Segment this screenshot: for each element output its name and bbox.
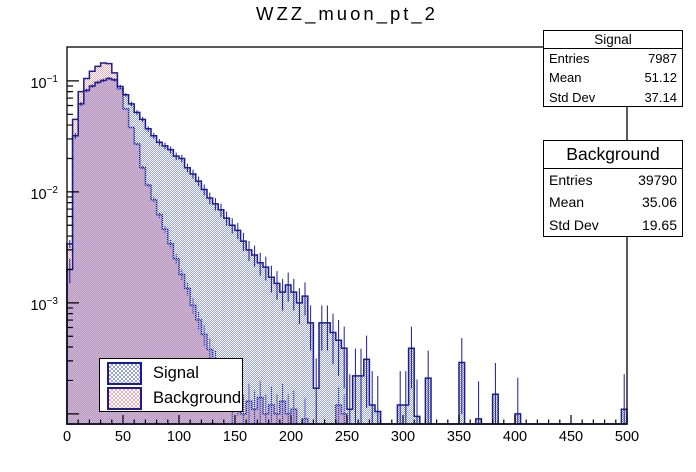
legend-item-signal: Signal xyxy=(100,361,242,386)
stat-value: 7987 xyxy=(648,51,677,66)
x-axis-tick-label: 100 xyxy=(166,429,192,445)
stat-value: 19.65 xyxy=(641,216,677,233)
chart-title: WZZ_muon_pt_2 xyxy=(256,3,438,24)
legend-label: Background xyxy=(153,389,242,407)
stat-value: 51.12 xyxy=(644,70,677,86)
y-axis-tick-label: 10−2 xyxy=(30,184,58,203)
stats-box-signal[interactable]: Signal Entries 7987 Mean 51.12 Std Dev 3… xyxy=(543,30,683,107)
stat-label: Mean xyxy=(549,70,582,86)
x-axis-tick-label: 150 xyxy=(222,429,248,445)
x-axis-tick-label: 400 xyxy=(502,429,528,445)
x-axis-tick-label: 350 xyxy=(446,429,472,445)
x-axis-tick-label: 300 xyxy=(390,429,416,445)
stats-row: Std Dev 37.14 xyxy=(544,88,682,107)
background-swatch xyxy=(107,387,142,410)
stats-box-background[interactable]: Background Entries 39790 Mean 35.06 Std … xyxy=(543,140,683,237)
stats-row: Mean 35.06 xyxy=(544,191,682,213)
stat-label: Std Dev xyxy=(549,89,596,105)
stat-value: 39790 xyxy=(638,172,677,188)
stats-row: Entries 39790 xyxy=(544,169,682,191)
y-axis-tick-label: 10−3 xyxy=(30,295,58,314)
x-axis-tick-label: 250 xyxy=(334,429,360,445)
x-axis-tick-label: 0 xyxy=(62,429,72,445)
stat-label: Mean xyxy=(549,194,585,211)
stat-value: 35.06 xyxy=(641,194,677,211)
stats-row: Entries 7987 xyxy=(544,49,682,68)
legend-item-background: Background xyxy=(100,386,242,411)
x-axis-tick-label: 500 xyxy=(614,429,640,445)
stat-label: Std Dev xyxy=(549,216,599,233)
signal-error-bars xyxy=(69,76,625,424)
stats-row: Mean 51.12 xyxy=(544,68,682,87)
legend-label: Signal xyxy=(153,364,199,382)
legend-box[interactable]: Signal Background xyxy=(99,358,243,412)
stat-label: Entries xyxy=(549,172,593,188)
stat-label: Entries xyxy=(549,51,590,66)
x-axis-tick-label: 200 xyxy=(278,429,304,445)
stats-box-title: Background xyxy=(544,141,682,169)
y-axis-tick-label: 10−1 xyxy=(30,73,58,92)
x-axis-tick-label: 50 xyxy=(114,429,132,445)
stats-box-title: Signal xyxy=(544,31,682,49)
stats-row: Std Dev 19.65 xyxy=(544,214,682,236)
axis-ticks xyxy=(66,80,628,424)
x-axis-tick-label: 450 xyxy=(558,429,584,445)
signal-histogram xyxy=(66,77,628,425)
stat-value: 37.14 xyxy=(644,89,677,105)
signal-swatch xyxy=(107,362,142,385)
